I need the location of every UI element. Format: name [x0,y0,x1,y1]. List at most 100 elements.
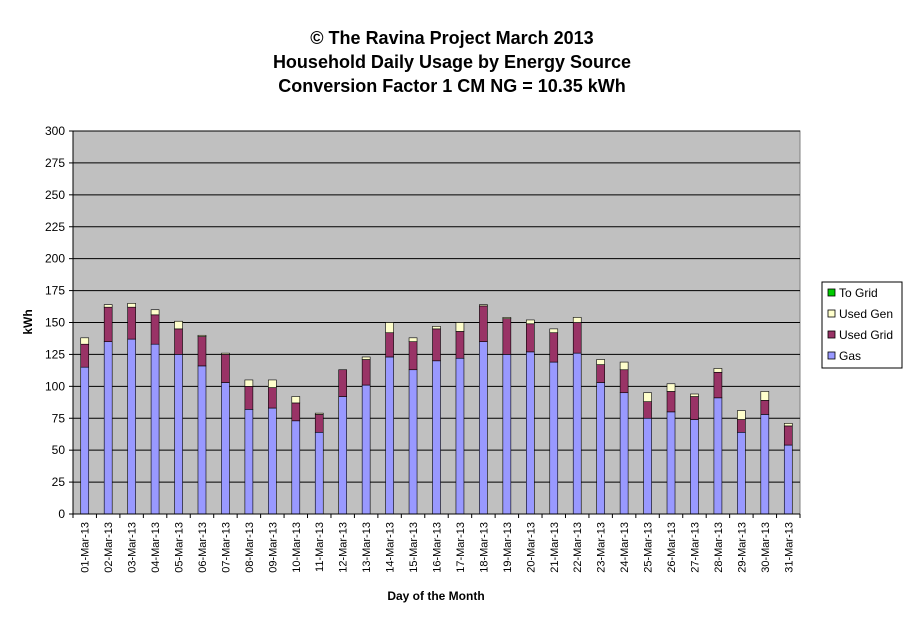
bar-used-gen [666,383,676,392]
bar-used-grid [80,343,90,368]
chart-title: © The Ravina Project March 2013 Househol… [273,28,631,96]
bar-used-grid [338,369,347,397]
bar-used-gen [385,322,394,334]
legend-swatch [827,330,836,339]
bar-gas [314,431,324,515]
bar-gas [666,411,676,515]
bar-gas [713,397,723,515]
bar-used-grid [783,425,793,446]
bar-used-grid [713,371,723,399]
bar-used-gen [455,322,465,332]
y-tick-label: 75 [52,411,66,425]
bar-used-gen [221,352,230,355]
bar-used-grid [737,419,746,433]
x-tick-label: 08-Mar-13 [244,522,256,573]
bar-gas [174,354,183,515]
bar-used-grid [244,386,254,410]
bar-used-grid [385,332,394,358]
y-tick-label: 300 [45,124,65,138]
bar-gas [502,354,512,515]
bar-used-grid [549,332,559,363]
bar-used-grid [432,328,441,362]
x-tick-label: 15-Mar-13 [408,522,420,573]
x-tick-label: 28-Mar-13 [713,522,725,573]
bar-used-grid [526,323,535,353]
x-tick-label: 16-Mar-13 [432,522,444,573]
x-tick-label: 17-Mar-13 [455,522,467,573]
x-tick-label: 11-Mar-13 [314,522,326,572]
bar-used-grid [760,400,770,415]
y-tick-label: 0 [58,507,65,521]
bar-gas [455,357,465,515]
bar-gas [127,338,136,515]
x-tick-label: 20-Mar-13 [525,522,537,573]
x-tick-label: 13-Mar-13 [361,522,373,573]
bar-gas [338,396,347,515]
legend-label: To Grid [839,286,878,300]
bar-used-gen [291,396,301,404]
bar-gas [479,341,488,515]
bar-gas [408,369,418,515]
legend: To Grid Used Gen Used Grid Gas [821,281,903,369]
bar-gas [244,409,254,515]
y-tick-label: 175 [45,284,65,298]
bar-used-gen [549,328,559,334]
bar-used-gen [314,412,324,415]
bar-used-gen [150,309,160,316]
x-tick-label: 10-Mar-13 [291,522,303,573]
x-tick-label: 19-Mar-13 [502,522,514,573]
x-tick-label: 03-Mar-13 [127,522,139,573]
bar-gas [643,417,652,515]
title-line-3: Conversion Factor 1 CM NG = 10.35 kWh [278,76,626,96]
bar-gas [760,414,770,515]
bar-used-grid [314,414,324,433]
x-tick-label: 29-Mar-13 [736,522,748,573]
bar-used-gen [760,391,770,401]
bar-used-grid [690,396,699,420]
bar-used-grid [127,306,136,340]
y-tick-label: 100 [45,379,65,393]
bar-used-gen [737,410,746,420]
bar-gas [268,407,277,515]
bar-used-gen [643,392,652,402]
bar-used-gen [268,379,277,388]
title-line-1: © The Ravina Project March 2013 [310,28,593,48]
bar-used-grid [221,354,230,383]
bar-gas [619,392,629,515]
bar-gas [596,382,605,515]
bar-gas [150,343,160,515]
bar-gas [690,419,699,515]
bar-gas [549,361,559,515]
y-tick-label: 50 [52,443,66,457]
y-tick-label: 225 [45,220,65,234]
bar-used-grid [103,306,113,342]
bar-used-gen [80,337,90,345]
bar-gas [221,382,230,515]
bar-used-grid [174,328,183,355]
bar-used-grid [502,318,512,355]
bar-used-gen [690,393,699,397]
gridlines [73,130,800,483]
x-tick-label: 06-Mar-13 [197,522,209,573]
y-tick-label: 275 [45,156,65,170]
x-tick-label: 05-Mar-13 [174,522,186,573]
x-tick-label: 22-Mar-13 [572,522,584,573]
bar-used-grid [291,402,301,422]
y-tick-label: 250 [45,188,65,202]
x-tick-label: 30-Mar-13 [760,522,772,573]
bar-gas [385,356,394,515]
bar-used-gen [619,361,629,371]
bar-used-grid [150,314,160,345]
x-tick-label: 01-Mar-13 [80,522,92,573]
y-tick-label: 150 [45,316,65,330]
x-tick-label: 07-Mar-13 [220,522,232,573]
bar-used-gen [596,359,605,365]
x-axis-label: Day of the Month [387,589,484,603]
bar-gas [572,352,582,515]
bar-gas [737,431,746,515]
bar-gas [361,384,371,515]
bar-used-gen [174,320,183,330]
legend-swatch [827,351,836,360]
bar-used-grid [666,391,676,413]
